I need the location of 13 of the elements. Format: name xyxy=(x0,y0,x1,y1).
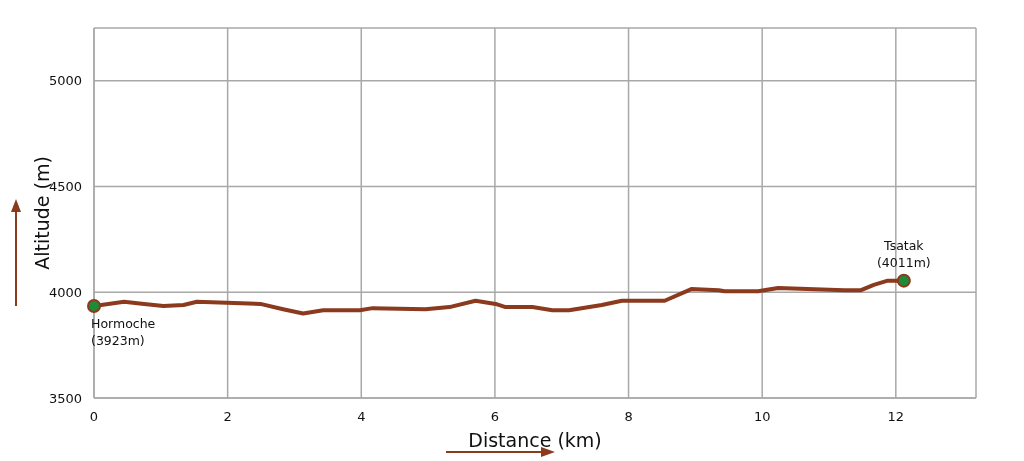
y-tick-label: 4000 xyxy=(48,284,82,300)
x-tick-label: 10 xyxy=(753,409,771,425)
x-tick-label: 8 xyxy=(624,409,633,425)
annotation: Tsatak (4011m) xyxy=(876,237,931,270)
x-tick-label: 12 xyxy=(887,409,905,425)
x-tick-label: 2 xyxy=(223,409,232,425)
x-tick-label: 4 xyxy=(357,409,366,425)
x-axis-title: Distance (km) xyxy=(468,429,602,451)
x-tick-label: 6 xyxy=(490,409,500,425)
x-tick-label: 0 xyxy=(89,409,99,425)
y-tick-label: 3500 xyxy=(48,390,82,406)
annotation: Hormoche (3923m) xyxy=(91,316,156,349)
y-tick-label: 5000 xyxy=(48,73,82,89)
